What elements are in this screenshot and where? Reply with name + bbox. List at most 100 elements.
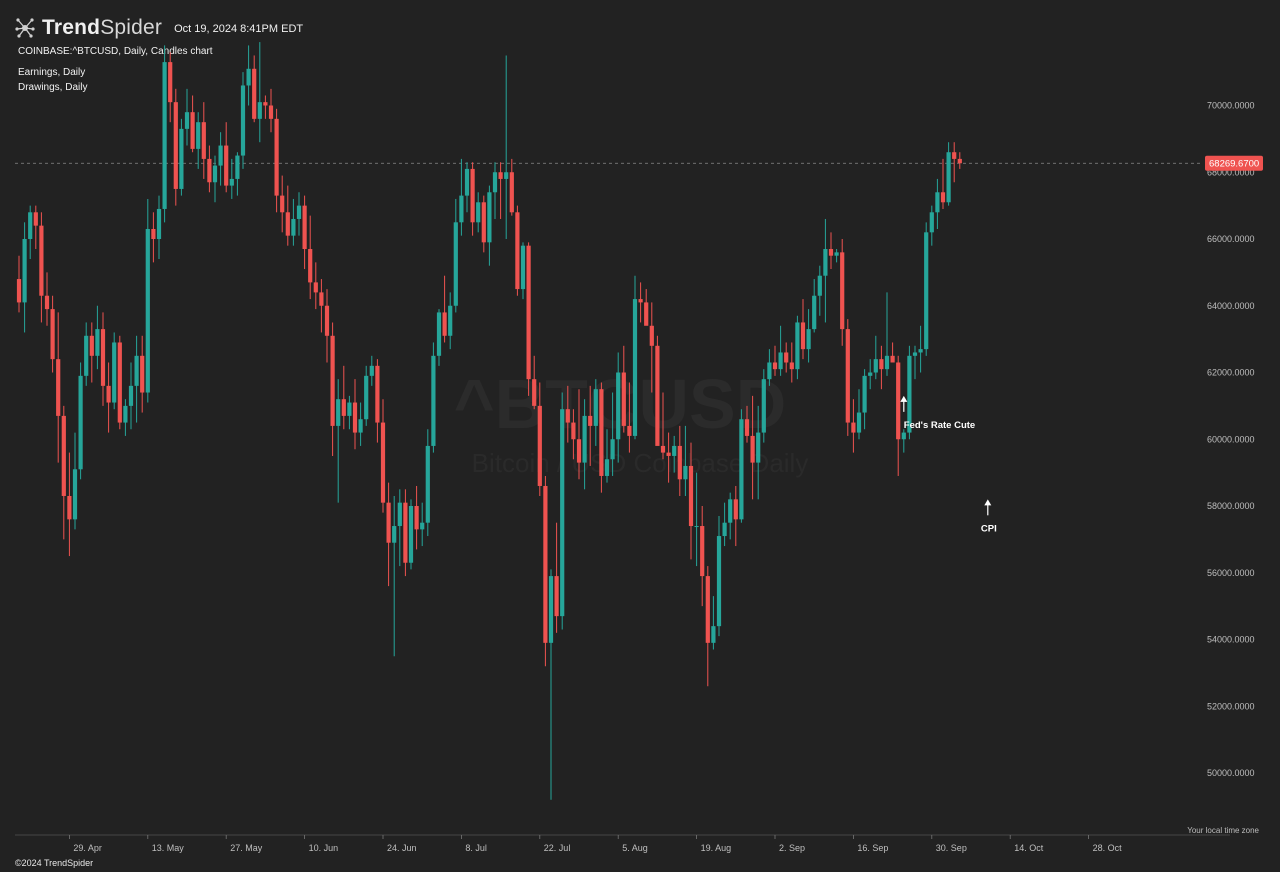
candle[interactable]	[476, 192, 481, 233]
candle[interactable]	[795, 315, 800, 380]
candle[interactable]	[459, 158, 464, 236]
candle[interactable]	[772, 345, 778, 376]
candle[interactable]	[845, 319, 850, 436]
candle[interactable]	[509, 158, 514, 216]
candle[interactable]	[940, 158, 946, 209]
candle[interactable]	[576, 389, 582, 480]
candle[interactable]	[733, 485, 738, 547]
candle[interactable]	[123, 399, 128, 436]
candle[interactable]	[196, 112, 201, 169]
candle[interactable]	[403, 489, 408, 577]
candle[interactable]	[285, 185, 290, 246]
candle[interactable]	[442, 275, 447, 343]
candle[interactable]	[67, 452, 72, 557]
candle[interactable]	[812, 279, 817, 333]
candle[interactable]	[420, 502, 425, 547]
candle[interactable]	[649, 302, 654, 393]
candle[interactable]	[739, 409, 744, 523]
candle[interactable]	[246, 45, 251, 106]
candle[interactable]	[828, 232, 834, 270]
candle[interactable]	[89, 322, 94, 383]
candle[interactable]	[212, 155, 218, 203]
event-annotation[interactable]: Fed's Rate Cute	[900, 395, 975, 431]
candle[interactable]	[453, 198, 458, 313]
candle[interactable]	[162, 45, 167, 223]
candle[interactable]	[588, 385, 593, 466]
candle[interactable]	[610, 392, 615, 476]
candle[interactable]	[784, 342, 789, 373]
candle[interactable]	[308, 215, 313, 300]
candle[interactable]	[324, 289, 330, 363]
candle[interactable]	[907, 345, 912, 440]
candle[interactable]	[386, 482, 391, 587]
candle[interactable]	[341, 365, 346, 430]
candle[interactable]	[879, 345, 884, 390]
candle[interactable]	[168, 52, 173, 123]
candle[interactable]	[140, 335, 145, 413]
candle[interactable]	[190, 95, 195, 153]
candle[interactable]	[179, 118, 184, 196]
candle[interactable]	[851, 399, 856, 453]
candle[interactable]	[397, 489, 402, 567]
candle[interactable]	[722, 502, 727, 547]
candle[interactable]	[56, 312, 61, 463]
candle[interactable]	[532, 355, 537, 410]
candle[interactable]	[425, 429, 430, 537]
candle[interactable]	[72, 432, 78, 530]
candle[interactable]	[700, 506, 705, 607]
candle[interactable]	[750, 395, 755, 500]
candle[interactable]	[218, 132, 223, 186]
candle[interactable]	[694, 472, 699, 567]
candle[interactable]	[789, 342, 794, 383]
candle[interactable]	[28, 205, 33, 260]
candle[interactable]	[912, 345, 918, 380]
candle[interactable]	[481, 195, 486, 253]
candle[interactable]	[436, 309, 442, 366]
candle[interactable]	[78, 362, 83, 480]
candle[interactable]	[224, 122, 229, 193]
candle[interactable]	[145, 198, 150, 403]
candle[interactable]	[604, 429, 610, 483]
candle[interactable]	[347, 395, 352, 430]
candle[interactable]	[50, 295, 55, 373]
candle[interactable]	[39, 212, 44, 323]
candle[interactable]	[296, 192, 302, 236]
candle[interactable]	[520, 242, 526, 300]
candle[interactable]	[352, 379, 358, 450]
candle[interactable]	[319, 279, 324, 333]
candle[interactable]	[33, 205, 38, 250]
candle[interactable]	[778, 325, 783, 376]
candle[interactable]	[554, 522, 559, 633]
candle[interactable]	[599, 382, 604, 493]
candle[interactable]	[868, 359, 873, 390]
candle[interactable]	[543, 475, 548, 667]
candle[interactable]	[924, 222, 929, 356]
candle[interactable]	[616, 352, 621, 463]
candle[interactable]	[957, 152, 962, 169]
candle[interactable]	[666, 432, 671, 483]
candle[interactable]	[644, 289, 649, 326]
candle[interactable]	[414, 485, 419, 550]
candle[interactable]	[834, 249, 839, 263]
candle[interactable]	[201, 102, 206, 179]
symbol-legend[interactable]: COINBASE:^BTCUSD, Daily, Candles chart	[18, 46, 213, 57]
drawings-legend[interactable]: Drawings, Daily	[18, 82, 88, 93]
candle[interactable]	[935, 178, 940, 229]
candle[interactable]	[408, 499, 414, 570]
candle[interactable]	[112, 332, 117, 410]
candle[interactable]	[151, 212, 156, 263]
candle[interactable]	[918, 325, 923, 373]
candle[interactable]	[621, 345, 626, 433]
candle[interactable]	[711, 596, 716, 650]
candle[interactable]	[672, 435, 677, 473]
candle[interactable]	[128, 362, 134, 430]
candle[interactable]	[728, 492, 733, 540]
candle[interactable]	[504, 55, 509, 239]
candle[interactable]	[571, 409, 576, 460]
candle[interactable]	[240, 72, 246, 169]
candle[interactable]	[464, 162, 470, 213]
candle[interactable]	[280, 175, 285, 233]
candle[interactable]	[274, 108, 279, 213]
candle[interactable]	[358, 402, 363, 446]
earnings-legend[interactable]: Earnings, Daily	[18, 67, 86, 78]
